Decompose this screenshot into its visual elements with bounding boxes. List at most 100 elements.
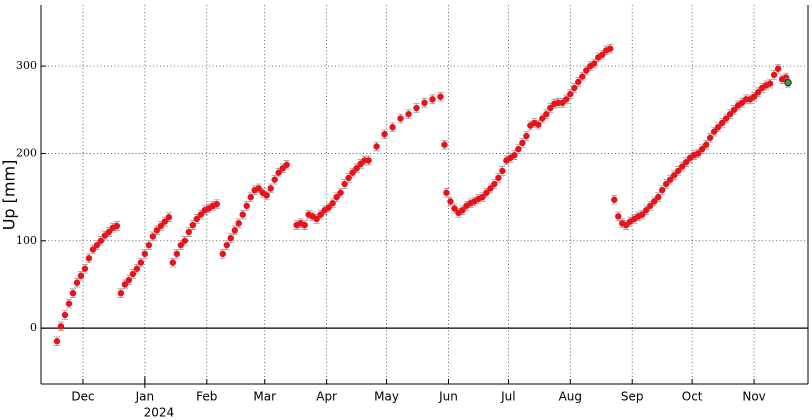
data-point xyxy=(583,67,590,74)
data-point xyxy=(483,189,490,196)
data-point xyxy=(141,250,149,258)
data-point xyxy=(678,163,686,170)
data-point xyxy=(770,71,778,79)
data-point xyxy=(694,150,702,157)
data-point xyxy=(313,215,320,223)
data-point xyxy=(429,96,436,103)
data-point xyxy=(730,106,738,113)
data-point xyxy=(543,110,550,118)
data-point xyxy=(169,259,177,266)
data-point xyxy=(413,104,420,112)
data-point xyxy=(181,237,189,244)
data-point xyxy=(421,99,428,107)
data-point xyxy=(89,246,97,253)
data-point xyxy=(674,167,682,175)
data-point xyxy=(145,241,153,249)
data-point xyxy=(283,161,290,169)
data-point xyxy=(563,96,570,103)
y-tick-label: 200 xyxy=(16,146,37,159)
data-point xyxy=(197,211,204,218)
data-point xyxy=(698,145,706,153)
data-point xyxy=(223,241,230,249)
data-point xyxy=(491,180,498,188)
data-point xyxy=(177,241,185,249)
data-point xyxy=(263,192,270,199)
data-point xyxy=(459,207,466,214)
data-point xyxy=(670,172,678,179)
data-point xyxy=(69,289,77,297)
data-point xyxy=(535,121,542,128)
data-point xyxy=(337,189,344,196)
data-point xyxy=(451,205,458,212)
x-tick-label: Apr xyxy=(316,390,337,404)
data-point xyxy=(397,115,404,122)
data-point xyxy=(447,198,454,205)
data-point xyxy=(61,311,69,319)
data-point xyxy=(639,211,646,218)
data-point xyxy=(149,233,157,240)
data-point xyxy=(389,124,396,131)
data-point xyxy=(53,338,61,345)
data-point xyxy=(722,115,730,122)
x-tick-label: Sep xyxy=(621,390,644,404)
data-point xyxy=(345,174,352,182)
data-point xyxy=(702,141,710,148)
data-point xyxy=(317,211,324,218)
x-tick-label: Jul xyxy=(500,390,515,404)
data-point xyxy=(519,139,526,147)
data-point xyxy=(231,227,238,234)
data-point xyxy=(611,196,618,203)
data-point xyxy=(161,218,169,225)
data-point xyxy=(81,265,89,272)
x-tick-label: Feb xyxy=(196,390,217,404)
data-point xyxy=(333,193,340,201)
data-point xyxy=(479,193,486,201)
data-point xyxy=(227,234,234,242)
data-point xyxy=(329,200,336,207)
data-point xyxy=(487,185,494,192)
data-point xyxy=(325,204,332,211)
data-point xyxy=(682,158,690,166)
data-point xyxy=(301,221,308,229)
data-point xyxy=(373,143,380,150)
data-point xyxy=(774,65,782,72)
data-point xyxy=(121,281,129,288)
data-point xyxy=(125,276,133,284)
data-point xyxy=(113,222,121,230)
data-point xyxy=(213,200,220,208)
data-point xyxy=(726,110,734,118)
data-point xyxy=(539,115,546,122)
x-tick-label: Oct xyxy=(682,390,703,404)
x-tick-label: Nov xyxy=(742,390,765,404)
data-point xyxy=(607,45,614,52)
y-axis-label: Up [mm] xyxy=(0,160,19,231)
data-point xyxy=(189,221,197,229)
data-point xyxy=(153,227,161,234)
data-point xyxy=(353,165,360,172)
data-point xyxy=(766,80,774,87)
y-tick-label: 100 xyxy=(16,234,37,247)
data-point xyxy=(193,215,200,223)
data-point xyxy=(654,193,662,201)
data-point xyxy=(77,272,85,279)
x-tick-label: Jan xyxy=(135,390,155,404)
data-point xyxy=(137,259,145,266)
data-point xyxy=(651,198,658,205)
data-point xyxy=(173,250,181,258)
y-tick-label: 300 xyxy=(16,59,37,72)
data-point xyxy=(615,213,622,220)
data-point xyxy=(662,180,670,188)
y-tick-label: 0 xyxy=(30,321,37,334)
data-point xyxy=(275,169,282,176)
x-tick-label: Mar xyxy=(253,390,276,404)
data-point xyxy=(567,90,574,98)
data-point xyxy=(255,185,262,192)
data-point xyxy=(267,185,274,192)
data-point xyxy=(750,93,758,100)
data-point xyxy=(666,176,674,183)
data-point xyxy=(441,141,448,148)
data-point xyxy=(157,222,165,230)
data-point xyxy=(495,174,502,182)
x-tick-label: Dec xyxy=(71,390,94,404)
